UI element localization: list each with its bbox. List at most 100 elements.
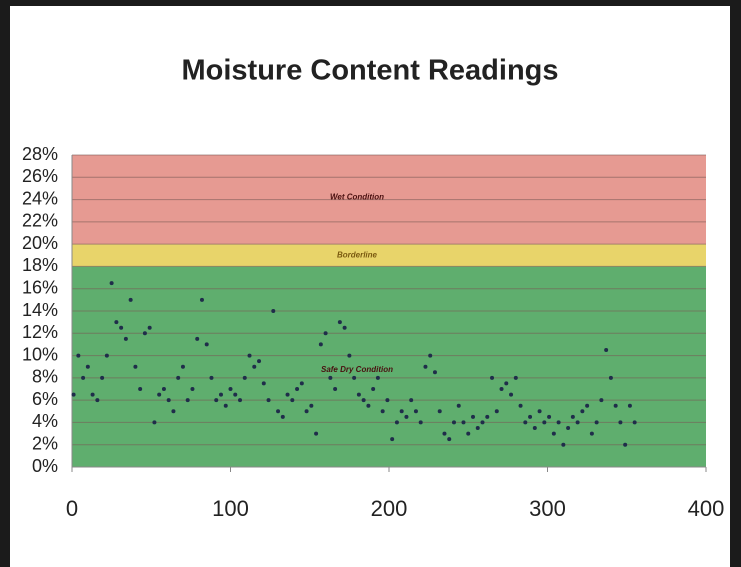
point xyxy=(418,420,423,425)
point xyxy=(328,375,333,380)
point xyxy=(104,353,109,358)
band-label: Safe Dry Condition xyxy=(321,365,393,374)
point xyxy=(161,387,166,391)
point xyxy=(142,331,147,336)
y-tick-label: 0% xyxy=(32,456,58,476)
point xyxy=(347,353,352,358)
point xyxy=(247,353,252,358)
point xyxy=(371,387,376,391)
chart-title: Moisture Content Readings xyxy=(181,55,558,87)
point xyxy=(589,431,594,436)
point xyxy=(537,409,542,414)
y-tick-label: 12% xyxy=(22,322,58,342)
point xyxy=(180,364,185,369)
point xyxy=(185,398,190,403)
point xyxy=(528,414,533,419)
point xyxy=(299,381,304,386)
y-tick-label: 10% xyxy=(22,344,58,364)
point xyxy=(285,392,290,397)
point xyxy=(599,398,604,403)
point xyxy=(314,431,319,436)
point xyxy=(471,414,476,419)
point xyxy=(504,381,509,386)
point xyxy=(337,320,342,325)
point xyxy=(451,420,456,425)
point xyxy=(157,392,162,397)
point xyxy=(242,375,247,380)
y-tick-label: 18% xyxy=(22,255,58,275)
band-label: Wet Condition xyxy=(330,192,384,201)
point xyxy=(190,387,195,391)
point xyxy=(266,398,271,403)
y-tick-label: 24% xyxy=(22,188,58,208)
point xyxy=(613,403,618,408)
point xyxy=(276,409,281,414)
point xyxy=(171,409,176,414)
band xyxy=(72,244,706,267)
point xyxy=(437,409,442,414)
point xyxy=(100,375,105,380)
x-tick-label: 200 xyxy=(371,496,408,521)
point xyxy=(333,387,338,391)
point xyxy=(542,420,547,425)
point xyxy=(428,353,433,358)
point xyxy=(551,431,556,436)
point xyxy=(399,409,404,414)
y-tick-label: 14% xyxy=(22,300,58,320)
point xyxy=(199,297,204,302)
point xyxy=(466,431,471,436)
point xyxy=(447,437,452,442)
point xyxy=(280,414,285,419)
point xyxy=(456,403,461,408)
point xyxy=(523,420,528,425)
y-tick-label: 20% xyxy=(22,233,58,253)
point xyxy=(238,398,243,403)
point xyxy=(95,398,100,403)
point xyxy=(623,442,628,447)
point xyxy=(404,414,409,419)
point xyxy=(119,325,124,330)
point xyxy=(304,409,309,414)
point xyxy=(385,398,390,403)
point xyxy=(494,409,499,414)
point xyxy=(580,409,585,414)
y-tick-label: 8% xyxy=(32,367,58,387)
point xyxy=(618,420,623,425)
point xyxy=(556,420,561,425)
point xyxy=(575,420,580,425)
point xyxy=(380,409,385,414)
point xyxy=(90,392,95,397)
point xyxy=(323,331,328,336)
point xyxy=(442,431,447,436)
x-tick-label: 400 xyxy=(688,496,725,521)
point xyxy=(518,403,523,408)
band-label: Borderline xyxy=(337,250,378,259)
point xyxy=(176,375,181,380)
point xyxy=(352,375,357,380)
point xyxy=(257,359,262,364)
point xyxy=(608,375,613,380)
point xyxy=(109,281,114,286)
point xyxy=(309,403,314,408)
point xyxy=(295,387,300,391)
point xyxy=(233,392,238,397)
point xyxy=(209,375,214,380)
x-tick-label: 0 xyxy=(66,496,78,521)
point xyxy=(114,320,119,325)
point xyxy=(271,309,276,313)
point xyxy=(566,426,571,430)
point xyxy=(532,426,537,430)
point xyxy=(123,336,128,341)
point xyxy=(585,403,590,408)
band xyxy=(72,266,706,467)
y-tick-label: 22% xyxy=(22,211,58,231)
x-tick-label: 300 xyxy=(529,496,566,521)
y-tick-label: 26% xyxy=(22,166,58,186)
point xyxy=(547,414,552,419)
point xyxy=(147,325,152,330)
point xyxy=(366,403,371,408)
y-tick-label: 6% xyxy=(32,389,58,409)
point xyxy=(432,370,437,375)
point xyxy=(318,342,323,347)
